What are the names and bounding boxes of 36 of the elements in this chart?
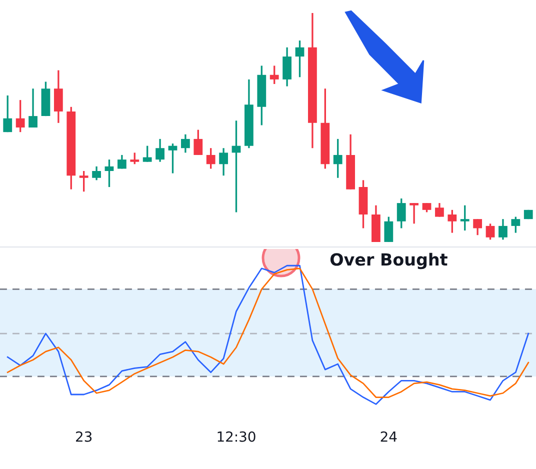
candlestick xyxy=(156,138,164,163)
candlestick xyxy=(206,147,216,170)
candlestick xyxy=(92,166,101,181)
candlestick xyxy=(384,216,394,243)
candlestick xyxy=(410,202,419,224)
candlestick xyxy=(117,154,126,170)
candlestick xyxy=(282,46,292,88)
candlestick xyxy=(396,198,406,230)
candlestick xyxy=(168,142,178,174)
candlestick xyxy=(54,69,63,124)
candlestick xyxy=(473,218,482,236)
candlestick xyxy=(486,222,495,241)
candlestick xyxy=(295,40,304,78)
candlestick xyxy=(232,120,241,214)
candlestick xyxy=(219,147,228,176)
candlestick xyxy=(460,204,470,232)
x-tick-label: 24 xyxy=(380,431,397,442)
candlestick xyxy=(142,144,152,163)
candlestick xyxy=(180,134,190,154)
x-tick-label: 23 xyxy=(76,431,92,442)
candlestick xyxy=(104,158,114,188)
candlestick xyxy=(270,64,279,85)
candlestick xyxy=(511,216,520,234)
candlestick xyxy=(194,128,203,156)
candlestick xyxy=(448,209,457,234)
annotation: Over Bought xyxy=(330,252,448,270)
candlestick xyxy=(28,88,38,128)
candlestick xyxy=(3,94,12,133)
candlestick xyxy=(498,218,508,241)
candlestick xyxy=(435,202,444,218)
candlestick xyxy=(79,170,88,192)
x-tick-label: 12:30 xyxy=(218,431,256,442)
candlestick xyxy=(130,152,140,165)
candlestick xyxy=(422,202,432,214)
candlestick xyxy=(16,99,25,133)
candlestick xyxy=(333,138,342,179)
